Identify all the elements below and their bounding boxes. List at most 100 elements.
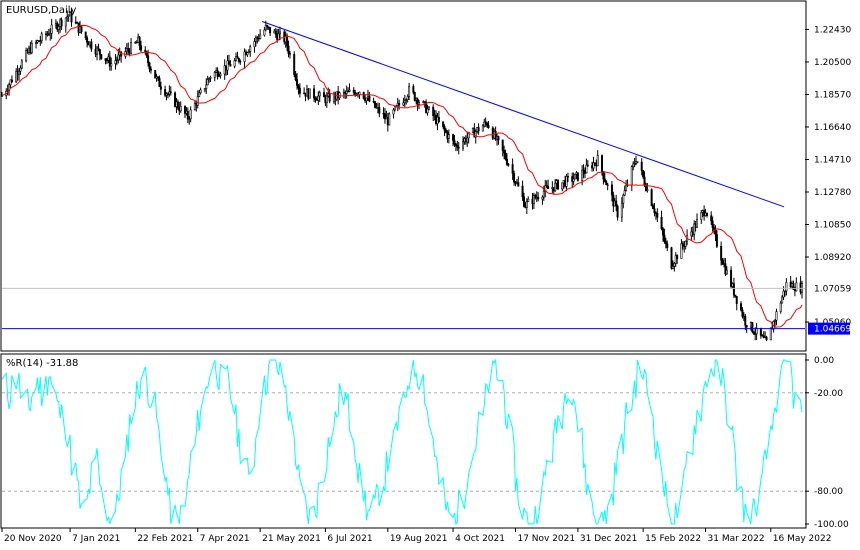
candle-body xyxy=(114,60,117,64)
candle-body xyxy=(744,315,747,326)
time-tick-label: 6 Jul 2021 xyxy=(327,534,372,544)
candle-body xyxy=(169,91,172,94)
price-tick-label: 1.18570 xyxy=(814,90,851,100)
candle-body xyxy=(362,91,365,99)
candle-body xyxy=(581,169,584,181)
candle-body xyxy=(30,43,33,54)
candle-body xyxy=(582,169,585,174)
candle-body xyxy=(437,116,440,122)
candle-body xyxy=(751,322,754,333)
candle-body xyxy=(383,113,386,120)
candle-body xyxy=(193,102,196,111)
candle-body xyxy=(537,196,540,200)
candle-body xyxy=(279,31,282,35)
candle-body xyxy=(673,263,676,267)
candle-body xyxy=(322,92,325,98)
candle-body xyxy=(456,145,459,148)
candle-body xyxy=(782,290,785,298)
price-panel: 1.22430 1.20500 1.18570 1.16640 1.14710 1.127… xyxy=(0,0,851,352)
candle-body xyxy=(40,33,43,41)
candle-body xyxy=(452,134,455,141)
current-price-label-bg xyxy=(808,282,850,295)
candle-body xyxy=(286,35,289,47)
candle-body xyxy=(466,137,469,143)
candle-body xyxy=(403,100,406,104)
candle-body xyxy=(402,102,405,106)
candle-body xyxy=(730,269,733,287)
candle-body xyxy=(486,122,489,126)
time-tick-label: 15 Feb 2022 xyxy=(645,534,701,544)
candle-body xyxy=(157,76,160,79)
candle-body xyxy=(432,106,435,117)
candle-body xyxy=(199,89,202,94)
candle-body xyxy=(110,63,113,67)
candle-body xyxy=(297,85,300,89)
price-tick-label: 1.14710 xyxy=(814,155,851,165)
candle-body xyxy=(752,331,755,334)
candle-body xyxy=(663,234,666,242)
candle-body xyxy=(274,30,277,35)
candle-body xyxy=(15,71,18,83)
candle-body xyxy=(545,185,548,187)
candle-body xyxy=(497,136,500,141)
candle-body xyxy=(583,172,586,174)
candle-body xyxy=(398,102,401,106)
candle-body xyxy=(186,110,189,120)
candle-body xyxy=(481,125,484,132)
candle-body xyxy=(393,106,396,111)
candle-body xyxy=(650,189,653,206)
price-tick-label: 1.12780 xyxy=(814,188,851,198)
candle-body xyxy=(236,56,239,59)
williams-r-title: %R(14) -31.88 xyxy=(6,358,78,369)
candle-body xyxy=(705,212,708,216)
candle-body xyxy=(660,216,663,229)
candle-body xyxy=(592,162,595,169)
candle-body xyxy=(494,131,497,140)
candle-body xyxy=(188,118,191,120)
candle-body xyxy=(246,52,249,56)
candle-body xyxy=(90,41,93,50)
candle-body xyxy=(762,335,765,338)
candle-body xyxy=(765,336,768,341)
candle-body xyxy=(700,212,703,220)
candle-body xyxy=(684,240,687,247)
level-label-bg xyxy=(808,322,850,335)
candle-body xyxy=(348,89,351,92)
candle-body xyxy=(656,213,659,218)
candle-body xyxy=(501,139,504,151)
price-tick-label: 1.20500 xyxy=(814,58,851,68)
williams-r-panel-frame xyxy=(0,353,807,529)
price-tick-label: 1.22430 xyxy=(814,25,851,35)
candle-body xyxy=(352,89,355,93)
candle-body xyxy=(504,152,507,160)
candle-body xyxy=(454,143,457,146)
candle-body xyxy=(108,56,111,67)
candle-body xyxy=(148,62,151,70)
candle-body xyxy=(183,105,186,114)
candle-body xyxy=(586,164,589,167)
candle-body xyxy=(517,182,520,187)
candle-body xyxy=(149,68,152,71)
candle-body xyxy=(774,320,777,322)
candle-body xyxy=(67,14,70,17)
candle-body xyxy=(572,178,575,182)
candle-body xyxy=(640,161,643,171)
candle-body xyxy=(653,208,656,214)
candle-body xyxy=(566,176,569,178)
candle-body xyxy=(159,86,162,90)
candle-body xyxy=(9,79,12,86)
price-tick-label: 1.08920 xyxy=(814,253,851,263)
candle-body xyxy=(296,79,299,86)
candle-body xyxy=(405,99,408,101)
candle-body xyxy=(576,172,579,181)
candle-body xyxy=(10,79,13,83)
candle-body xyxy=(213,72,216,78)
candle-body xyxy=(239,60,242,63)
candle-body xyxy=(328,93,331,102)
candle-body xyxy=(554,182,557,192)
candle-body xyxy=(622,194,625,204)
candle-body xyxy=(164,89,167,96)
time-tick-label: 22 Feb 2021 xyxy=(137,534,193,544)
candle-body xyxy=(532,195,535,205)
